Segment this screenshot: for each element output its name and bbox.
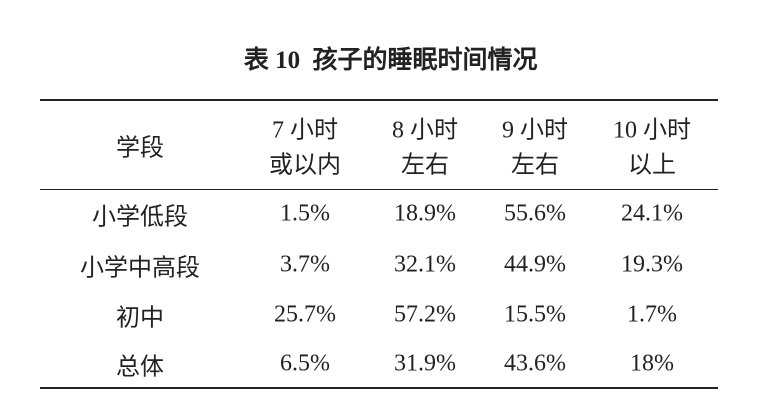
cell: 18% [630, 350, 674, 377]
cell: 15.5% [504, 301, 566, 328]
cell: 25.7% [274, 301, 336, 328]
top-rule [40, 99, 718, 101]
table-title: 孩子的睡眠时间情况 [312, 47, 538, 74]
cell: 小学低段 [92, 204, 188, 231]
table-number: 表 10 [243, 47, 301, 74]
bottom-rule [40, 387, 718, 389]
header-cell: 8 小时 [392, 117, 458, 144]
cell: 57.2% [394, 301, 456, 328]
cell: 32.1% [394, 251, 456, 278]
cell: 43.6% [504, 350, 566, 377]
cell: 19.3% [621, 251, 683, 278]
header-cell: 左右 [511, 152, 559, 179]
header-rule [40, 189, 718, 190]
cell: 18.9% [394, 200, 456, 227]
cell: 总体 [116, 354, 164, 381]
header-cell: 左右 [401, 152, 449, 179]
cell: 24.1% [621, 200, 683, 227]
header-cell: 学段 [116, 135, 164, 162]
cell: 1.5% [280, 200, 330, 227]
header-cell: 9 小时 [502, 117, 568, 144]
cell: 3.7% [280, 251, 330, 278]
cell: 44.9% [504, 251, 566, 278]
header-cell: 7 小时 [272, 117, 338, 144]
header-cell: 或以内 [269, 152, 341, 179]
cell: 6.5% [280, 350, 330, 377]
header-cell: 10 小时 [613, 117, 691, 144]
cell: 1.7% [627, 301, 677, 328]
cell: 31.9% [394, 350, 456, 377]
cell: 初中 [116, 305, 164, 332]
cell: 小学中高段 [80, 255, 200, 282]
cell: 55.6% [504, 200, 566, 227]
header-cell: 以上 [628, 152, 676, 179]
